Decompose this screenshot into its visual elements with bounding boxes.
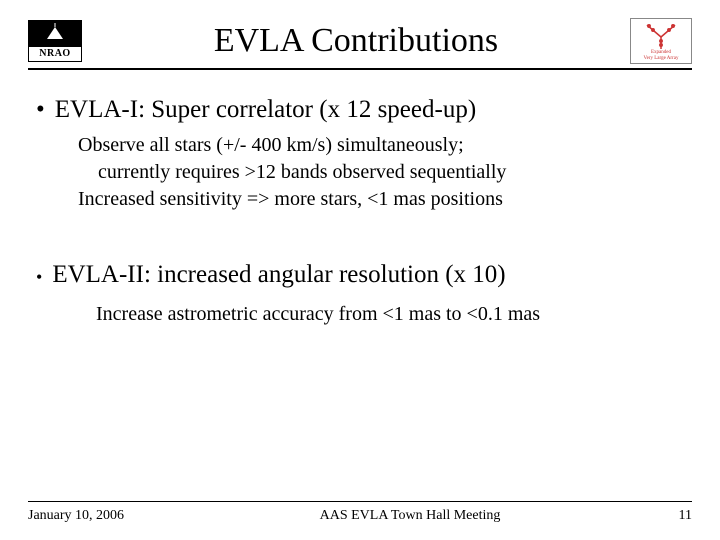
bullet-2-sub: Increase astrometric accuracy from <1 ma… xyxy=(96,301,688,328)
footer-rule xyxy=(28,501,692,503)
bullet-1-sub: Observe all stars (+/- 400 km/s) simulta… xyxy=(78,132,688,213)
footer-meeting: AAS EVLA Town Hall Meeting xyxy=(188,508,632,524)
sub-line: Observe all stars (+/- 400 km/s) simulta… xyxy=(78,132,688,159)
nrao-label: NRAO xyxy=(29,47,81,61)
header-row: NRAO EVLA Contributions ExpandedVery Lar xyxy=(28,18,692,64)
bullet-1: • EVLA-I: Super correlator (x 12 speed-u… xyxy=(32,96,688,124)
bullet-2: • EVLA-II: increased angular resolution … xyxy=(32,261,688,293)
evla-logo-label: ExpandedVery Large Array xyxy=(644,50,679,62)
dish-icon xyxy=(43,23,69,45)
bullet-dot-icon: • xyxy=(36,261,42,293)
sub-line: currently requires >12 bands observed se… xyxy=(78,159,688,186)
evla-logo: ExpandedVery Large Array xyxy=(630,18,692,64)
footer: January 10, 2006 AAS EVLA Town Hall Meet… xyxy=(28,501,692,525)
footer-page: 11 xyxy=(632,508,692,524)
bullet-2-head: EVLA-II: increased angular resolution (x… xyxy=(52,261,505,293)
nrao-logo: NRAO xyxy=(28,20,82,62)
y-array-icon xyxy=(641,21,681,49)
slide: NRAO EVLA Contributions ExpandedVery Lar xyxy=(0,0,720,540)
content: • EVLA-I: Super correlator (x 12 speed-u… xyxy=(28,96,692,328)
bullet-dot-icon: • xyxy=(36,96,45,124)
sub-line: Increased sensitivity => more stars, <1 … xyxy=(78,186,688,213)
sub-line: Increase astrometric accuracy from <1 ma… xyxy=(96,301,688,328)
bullet-1-head: EVLA-I: Super correlator (x 12 speed-up) xyxy=(55,96,476,124)
footer-row: January 10, 2006 AAS EVLA Town Hall Meet… xyxy=(28,508,692,524)
footer-date: January 10, 2006 xyxy=(28,508,188,524)
header-rule xyxy=(28,68,692,70)
slide-title: EVLA Contributions xyxy=(82,22,630,60)
